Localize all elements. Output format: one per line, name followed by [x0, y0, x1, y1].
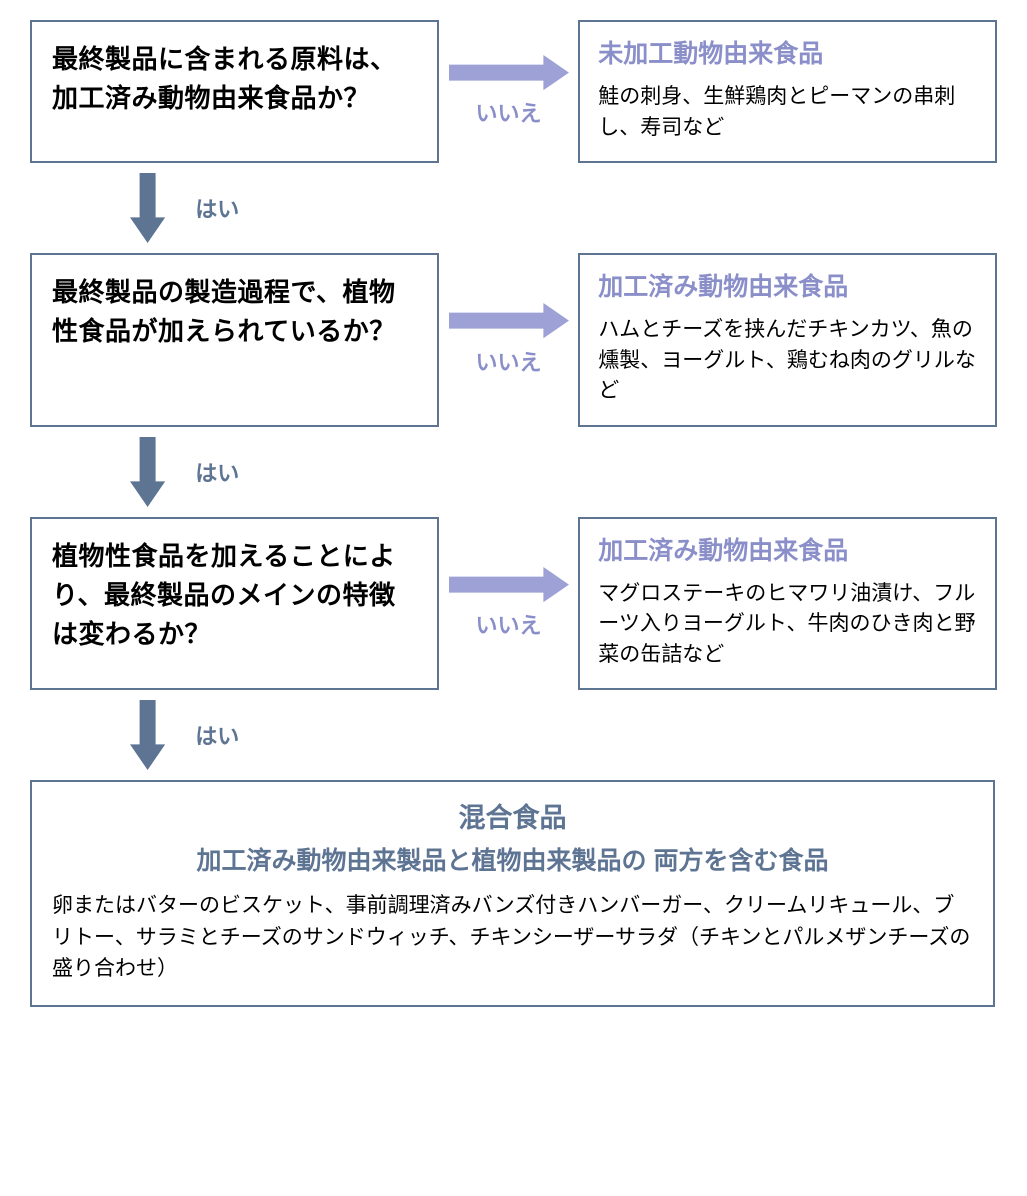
- label-no-1: いいえ: [476, 96, 542, 128]
- compound-title: 混合食品: [52, 798, 973, 839]
- result-3-title: 加工済み動物由来食品: [598, 533, 977, 569]
- row-3: 植物性食品を加えることにより、最終製品のメインの特徴は変わるか？ いいえ 加工済…: [30, 517, 997, 691]
- question-1: 最終製品に含まれる原料は、加工済み動物由来食品か？: [30, 20, 439, 163]
- result-1-desc: 鮭の刺身、生鮮鶏肉とピーマンの串刺し、寿司など: [598, 82, 977, 143]
- row-1: 最終製品に含まれる原料は、加工済み動物由来食品か？ いいえ 未加工動物由来食品 …: [30, 20, 997, 163]
- question-3: 植物性食品を加えることにより、最終製品のメインの特徴は変わるか？: [30, 517, 439, 691]
- arrow-down-icon: [130, 700, 165, 770]
- result-2: 加工済み動物由来食品 ハムとチーズを挟んだチキンカツ、魚の燻製、ヨーグルト、鶏む…: [578, 253, 997, 427]
- result-compound: 混合食品 加工済み動物由来製品と植物由来製品の 両方を含む食品 卵またはバターの…: [30, 780, 995, 1007]
- result-1: 未加工動物由来食品 鮭の刺身、生鮮鶏肉とピーマンの串刺し、寿司など: [578, 20, 997, 163]
- arrow-yes-3: はい: [30, 690, 997, 780]
- arrow-no-3: いいえ: [439, 517, 579, 691]
- arrow-right-icon: [449, 303, 569, 338]
- compound-subtitle: 加工済み動物由来製品と植物由来製品の 両方を含む食品: [52, 843, 973, 881]
- label-no-3: いいえ: [476, 608, 542, 640]
- arrow-right-icon: [449, 567, 569, 602]
- result-2-title: 加工済み動物由来食品: [598, 269, 977, 305]
- arrow-yes-2: はい: [30, 427, 997, 517]
- label-yes-2: はい: [195, 456, 239, 488]
- arrow-no-2: いいえ: [439, 253, 579, 427]
- row-2: 最終製品の製造過程で、植物性食品が加えられているか？ いいえ 加工済み動物由来食…: [30, 253, 997, 427]
- result-2-desc: ハムとチーズを挟んだチキンカツ、魚の燻製、ヨーグルト、鶏むね肉のグリルなど: [598, 315, 977, 406]
- flowchart: 最終製品に含まれる原料は、加工済み動物由来食品か？ いいえ 未加工動物由来食品 …: [30, 20, 997, 1007]
- arrow-no-1: いいえ: [439, 20, 579, 163]
- compound-desc: 卵またはバターのビスケット、事前調理済みバンズ付きハンバーガー、クリームリキュー…: [52, 890, 973, 985]
- arrow-right-icon: [449, 55, 569, 90]
- result-3: 加工済み動物由来食品 マグロステーキのヒマワリ油漬け、フルーツ入りヨーグルト、牛…: [578, 517, 997, 691]
- result-1-title: 未加工動物由来食品: [598, 36, 977, 72]
- arrow-down-icon: [130, 437, 165, 507]
- question-2: 最終製品の製造過程で、植物性食品が加えられているか？: [30, 253, 439, 427]
- result-3-desc: マグロステーキのヒマワリ油漬け、フルーツ入りヨーグルト、牛肉のひき肉と野菜の缶詰…: [598, 579, 977, 670]
- label-yes-1: はい: [195, 192, 239, 224]
- label-yes-3: はい: [195, 719, 239, 751]
- label-no-2: いいえ: [476, 345, 542, 377]
- arrow-yes-1: はい: [30, 163, 997, 253]
- arrow-down-icon: [130, 173, 165, 243]
